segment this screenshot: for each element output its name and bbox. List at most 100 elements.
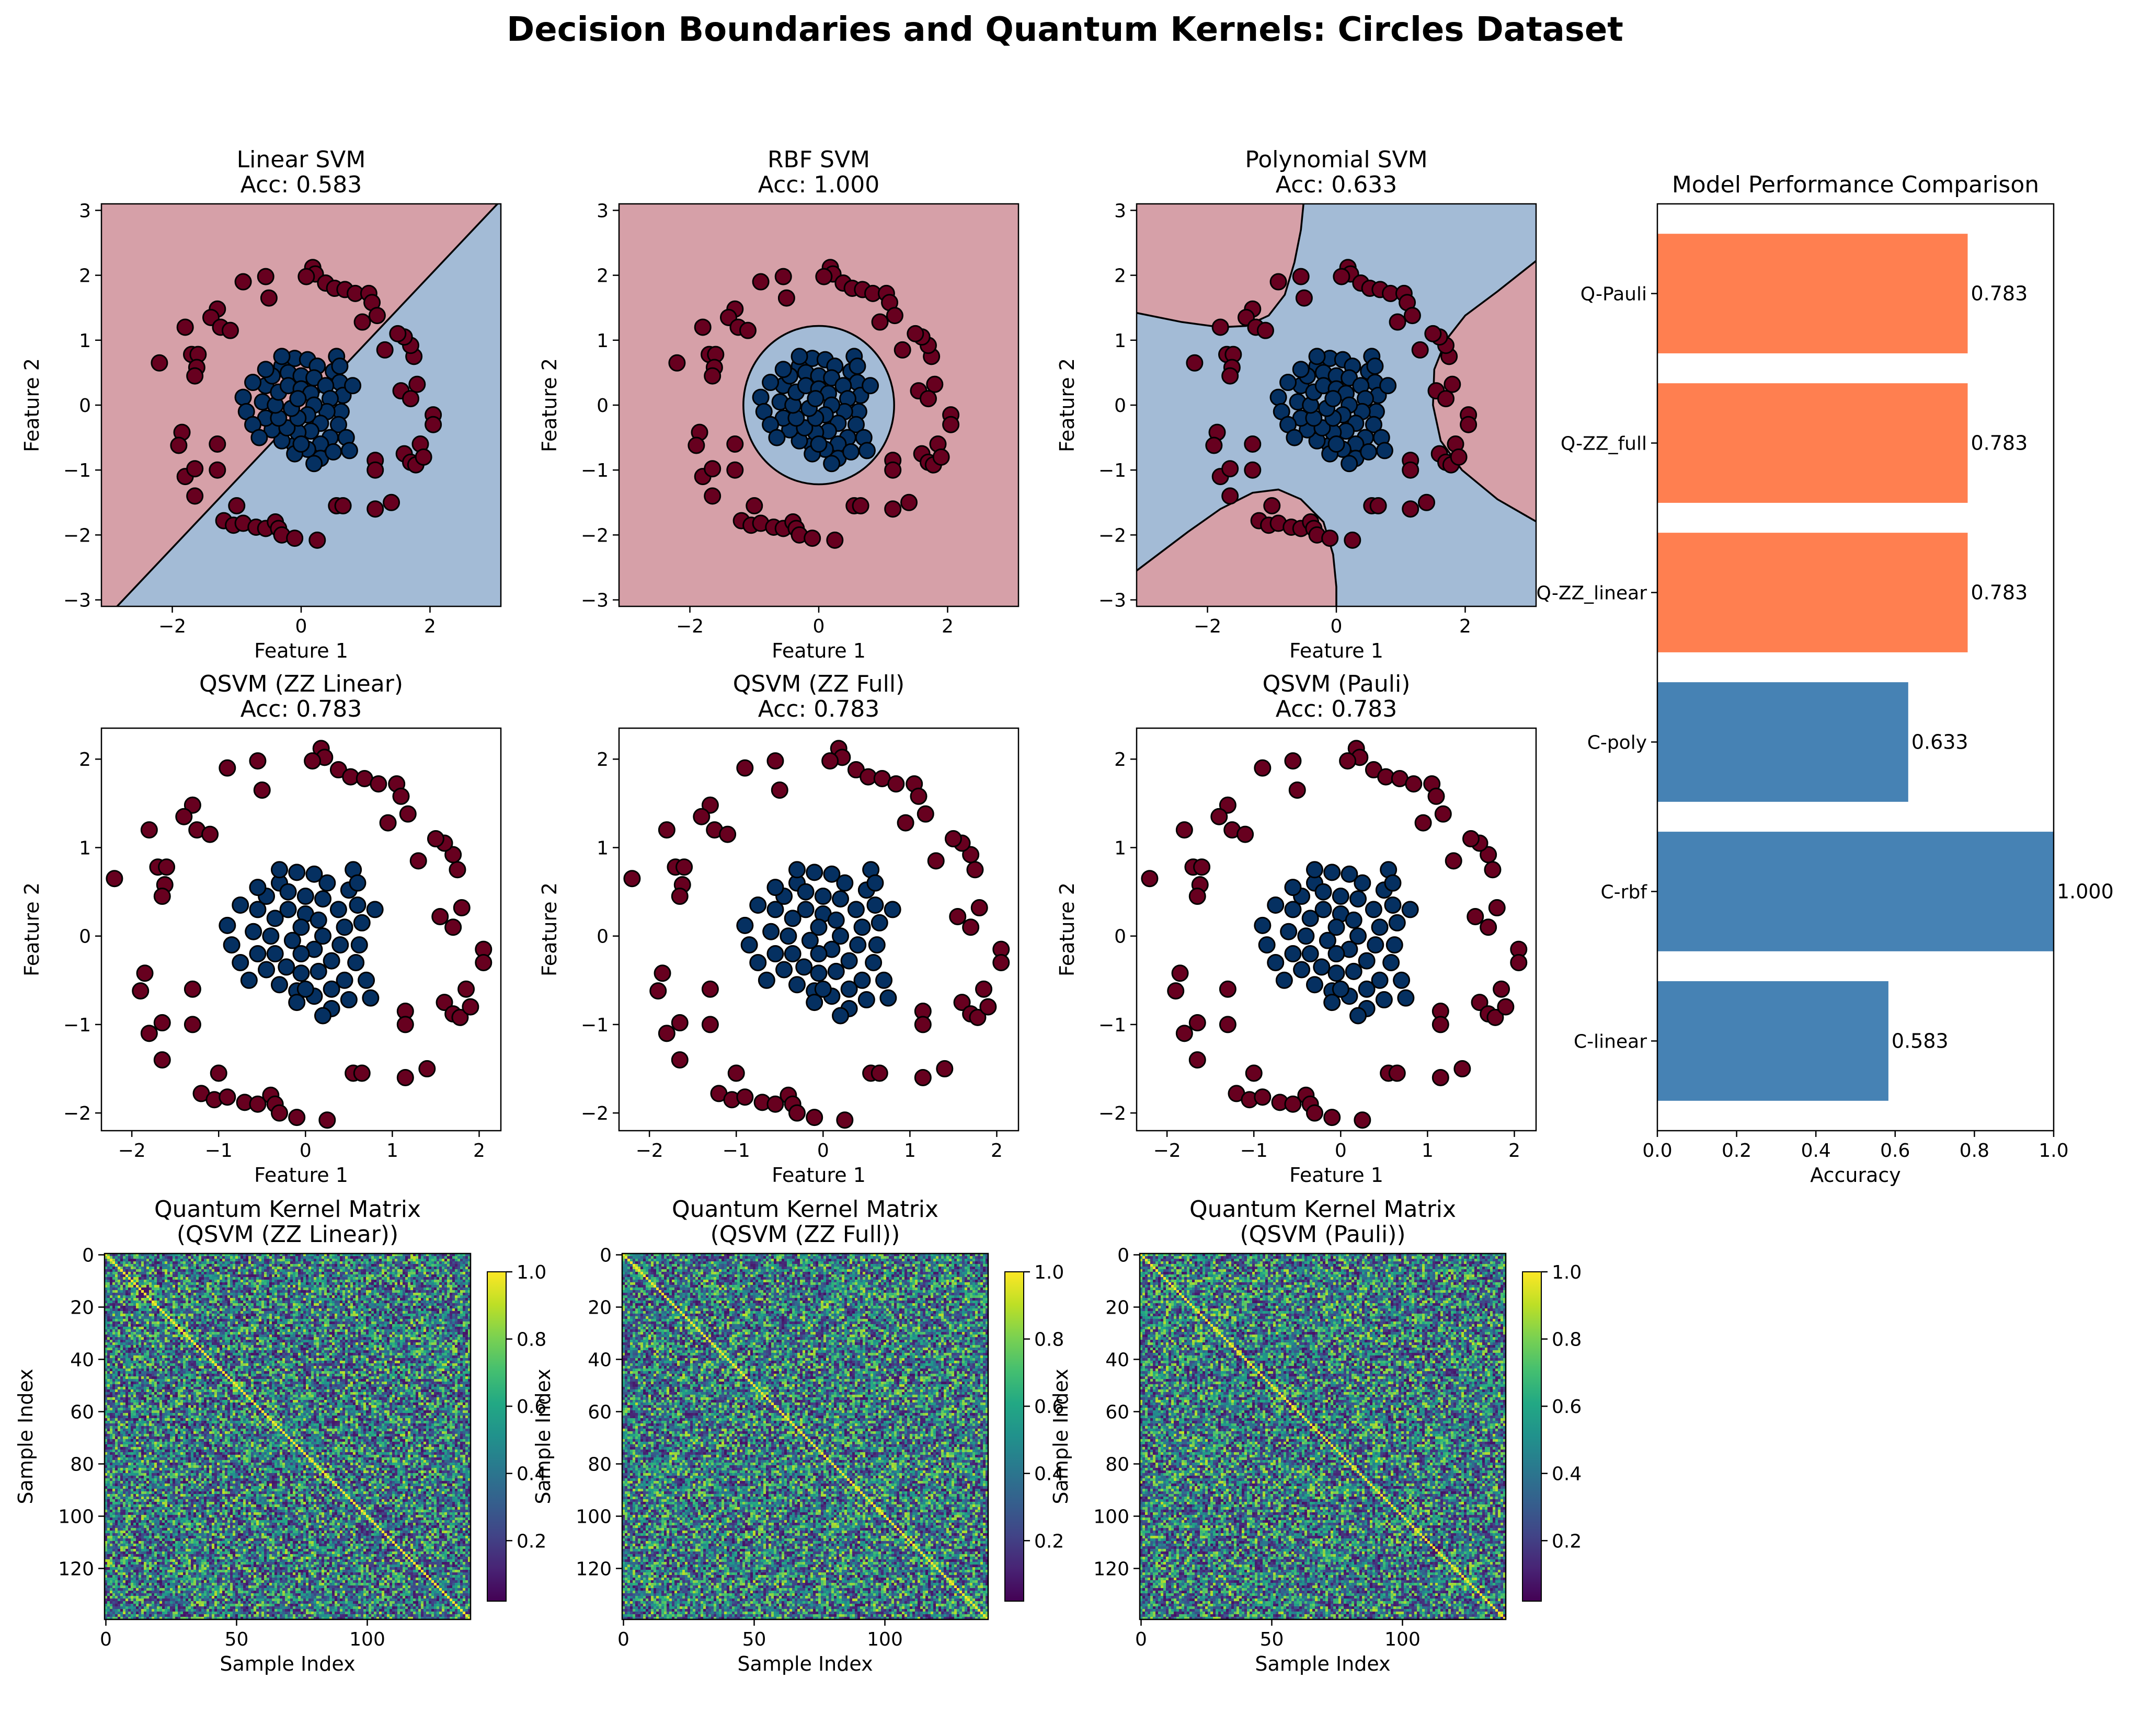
point-class0 (1419, 495, 1435, 510)
heatmap-cell (356, 1264, 359, 1267)
heatmap-cell (110, 1256, 113, 1259)
heatmap-cell (410, 1264, 414, 1267)
heatmap-cell (199, 1259, 202, 1262)
point-class1 (858, 992, 874, 1008)
heatmap-cell (329, 1259, 333, 1262)
x-tick-label: 0.2 (1722, 1140, 1751, 1162)
heatmap-cell (324, 1267, 327, 1270)
heatmap-cell (214, 1269, 217, 1272)
heatmap-cell (214, 1267, 217, 1270)
y-tick-label: −2 (63, 1103, 91, 1124)
heatmap-cell (345, 1267, 348, 1270)
heatmap-cell (382, 1256, 385, 1259)
x-tick-label: 0 (300, 1140, 312, 1162)
heatmap-cell (146, 1272, 150, 1275)
point-class1 (293, 965, 309, 981)
heatmap-cell (295, 1264, 299, 1267)
point-class0 (185, 1017, 200, 1032)
heatmap-cell (384, 1261, 387, 1264)
point-class1 (1307, 862, 1322, 878)
heatmap-cell (110, 1272, 113, 1275)
heatmap-cell (400, 1256, 403, 1259)
heatmap-cell (319, 1261, 322, 1264)
point-class0 (1257, 323, 1273, 338)
heatmap-cell (180, 1267, 184, 1270)
point-class1 (1350, 891, 1366, 907)
heatmap-cell (397, 1272, 400, 1275)
heatmap-cell (447, 1267, 450, 1270)
heatmap-cell (115, 1264, 118, 1267)
heatmap-cell (350, 1261, 353, 1264)
heatmap-cell (403, 1261, 406, 1264)
heatmap-cell (118, 1264, 121, 1267)
heatmap-cell (128, 1264, 131, 1267)
heatmap-cell (332, 1269, 335, 1272)
point-class0 (901, 495, 917, 510)
heatmap-cell (123, 1272, 126, 1275)
point-class0 (655, 965, 670, 981)
heatmap-cell (214, 1256, 217, 1259)
y-axis-label: Feature 2 (20, 358, 43, 452)
heatmap-cell (366, 1256, 369, 1259)
heatmap-cell (444, 1267, 448, 1270)
heatmap-cell (144, 1256, 147, 1259)
heatmap-cell (165, 1269, 168, 1272)
heatmap-cell (139, 1256, 142, 1259)
heatmap-cell (358, 1272, 361, 1275)
heatmap-cell (298, 1264, 301, 1267)
heatmap-cell (457, 1261, 461, 1264)
heatmap-cell (282, 1261, 285, 1264)
point-class0 (393, 788, 409, 804)
heatmap-cell (392, 1256, 395, 1259)
point-class1 (1367, 358, 1383, 374)
heatmap-cell (243, 1267, 246, 1270)
y-tick-label: 0 (1114, 395, 1126, 417)
heatmap-cell (439, 1261, 442, 1264)
heatmap-cell (112, 1269, 116, 1272)
point-class1 (872, 915, 887, 930)
heatmap-cell (112, 1259, 116, 1262)
heatmap-cell (434, 1264, 437, 1267)
y-tick-label: 2 (597, 266, 609, 287)
point-class0 (459, 981, 474, 997)
heatmap-cell (361, 1256, 364, 1259)
heatmap-cell (387, 1264, 390, 1267)
heatmap-cell (233, 1269, 236, 1272)
point-class0 (669, 355, 685, 371)
point-class0 (837, 1112, 853, 1128)
heatmap-cell (455, 1272, 458, 1275)
heatmap-cell (146, 1269, 150, 1272)
point-class1 (737, 917, 753, 933)
heatmap-cell (322, 1272, 325, 1275)
heatmap-cell (405, 1267, 408, 1270)
heatmap-cell (455, 1256, 458, 1259)
heatmap-cell (408, 1264, 411, 1267)
heatmap-cell (274, 1272, 278, 1275)
heatmap-cell (452, 1269, 455, 1272)
heatmap-cell (170, 1256, 173, 1259)
heatmap-cell (152, 1261, 155, 1264)
heatmap-cell (175, 1274, 178, 1278)
heatmap-cell (340, 1269, 343, 1272)
heatmap-cell (235, 1259, 238, 1262)
point-class0 (1324, 1110, 1340, 1125)
heatmap-cell (191, 1269, 194, 1272)
heatmap-cell (131, 1272, 134, 1275)
heatmap-cell (180, 1259, 184, 1262)
heatmap-cell (322, 1261, 325, 1264)
heatmap-cell (348, 1267, 351, 1270)
heatmap-cell (332, 1256, 335, 1259)
heatmap-cell (180, 1261, 184, 1264)
heatmap-cell (159, 1256, 163, 1259)
heatmap-cell (125, 1272, 129, 1275)
heatmap-cell (327, 1256, 330, 1259)
heatmap-cell (282, 1259, 285, 1262)
point-class0 (650, 983, 666, 999)
x-tick-label: 2 (1508, 1140, 1520, 1162)
heatmap-cell (167, 1274, 170, 1278)
point-class1 (1402, 902, 1418, 917)
heatmap-cell (457, 1267, 461, 1270)
heatmap-cell (434, 1267, 437, 1270)
heatmap-cell (306, 1261, 309, 1264)
point-class0 (737, 760, 753, 776)
